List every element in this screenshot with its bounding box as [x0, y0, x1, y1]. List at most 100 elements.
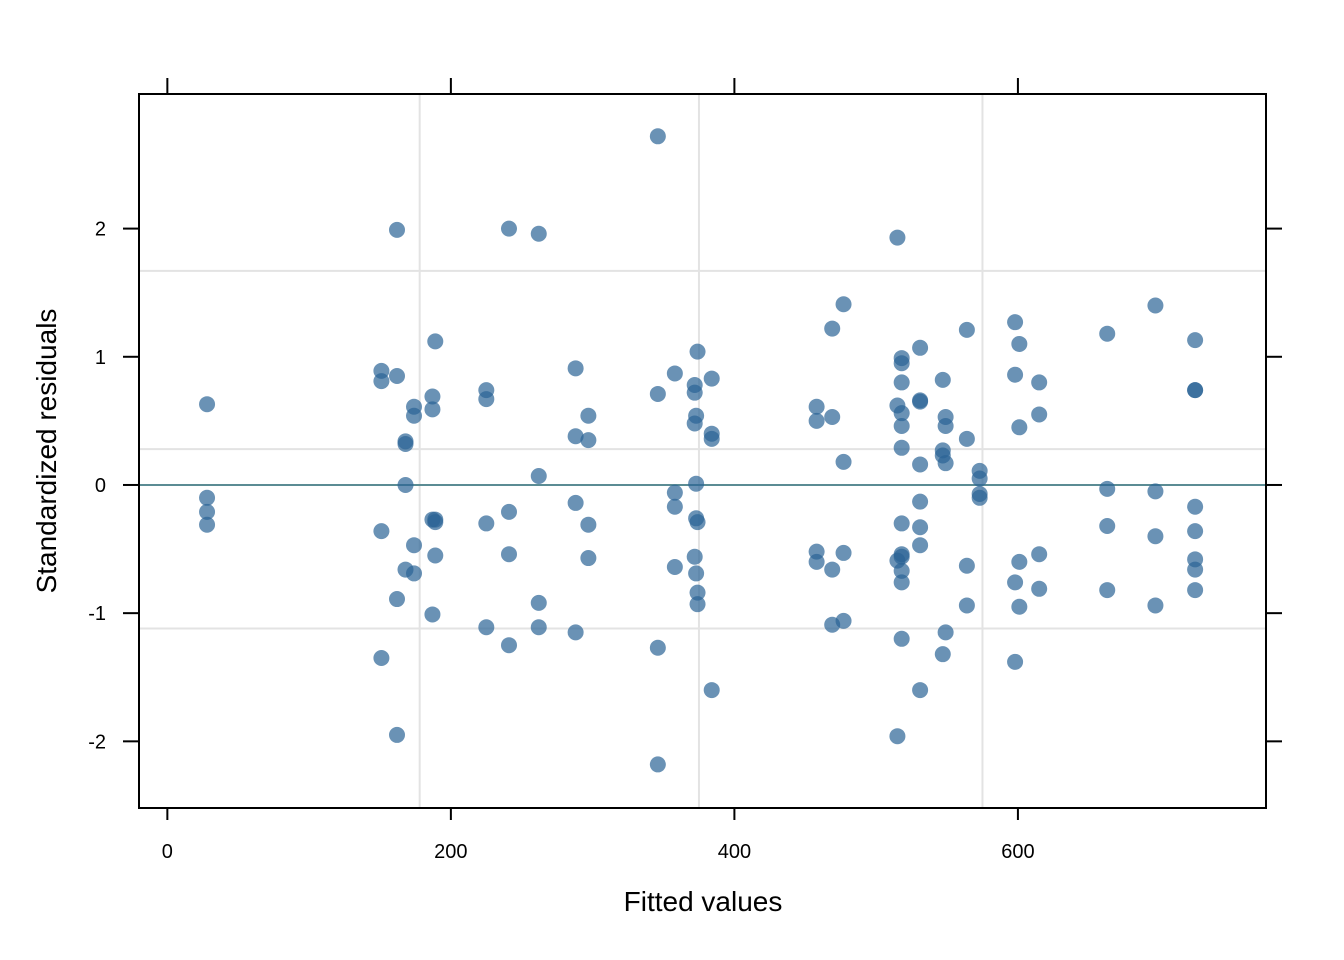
data-point: [1187, 382, 1204, 399]
data-point: [199, 489, 216, 506]
data-point: [1147, 528, 1164, 545]
data-point: [649, 128, 666, 145]
data-point: [824, 409, 841, 426]
data-point: [500, 637, 517, 654]
data-point: [958, 557, 975, 574]
data-point: [686, 548, 703, 565]
data-point: [406, 407, 423, 424]
data-point: [912, 393, 929, 410]
data-point: [958, 430, 975, 447]
data-point: [1187, 582, 1204, 599]
data-point: [1011, 553, 1028, 570]
data-point: [406, 537, 423, 554]
data-point: [1099, 582, 1116, 599]
x-tick-label: 400: [718, 841, 751, 863]
data-point: [912, 456, 929, 473]
y-tick-label: -2: [88, 731, 106, 753]
data-point: [478, 515, 495, 532]
data-point: [835, 612, 852, 629]
data-point: [688, 407, 705, 424]
data-point: [889, 229, 906, 246]
data-point: [530, 225, 547, 242]
data-point: [397, 435, 414, 452]
data-point: [397, 476, 414, 493]
data-point: [1099, 517, 1116, 534]
data-point: [567, 624, 584, 641]
data-point: [1187, 498, 1204, 515]
data-point: [912, 682, 929, 699]
data-point: [912, 493, 929, 510]
data-point: [1147, 297, 1164, 314]
data-point: [666, 365, 683, 382]
data-point: [1187, 523, 1204, 540]
y-tick-label: 2: [95, 219, 106, 241]
data-point: [424, 401, 441, 418]
data-point: [649, 756, 666, 773]
y-tick-label: 0: [95, 475, 106, 497]
data-point: [500, 546, 517, 563]
data-point: [912, 519, 929, 536]
data-point: [1147, 597, 1164, 614]
data-point: [389, 726, 406, 743]
data-point: [478, 391, 495, 408]
data-point: [500, 220, 517, 237]
data-point: [912, 339, 929, 356]
data-point: [688, 565, 705, 582]
data-point: [478, 619, 495, 636]
data-point: [666, 498, 683, 515]
data-point: [689, 596, 706, 613]
data-point: [893, 562, 910, 579]
data-point: [666, 559, 683, 576]
data-point: [530, 594, 547, 611]
data-point: [500, 503, 517, 520]
data-point: [703, 370, 720, 387]
y-tick-label: 1: [95, 347, 106, 369]
data-point: [427, 547, 444, 564]
data-point: [1031, 374, 1048, 391]
data-point: [406, 565, 423, 582]
data-point: [971, 470, 988, 487]
data-point: [666, 484, 683, 501]
data-point: [889, 728, 906, 745]
data-point: [893, 405, 910, 422]
data-point: [373, 650, 390, 667]
data-point: [649, 639, 666, 656]
data-point: [1031, 580, 1048, 597]
data-point: [824, 561, 841, 578]
data-point: [1011, 598, 1028, 615]
data-point: [199, 396, 216, 413]
data-point: [893, 515, 910, 532]
grid-lines: [139, 94, 1266, 808]
data-point: [1011, 419, 1028, 436]
data-point: [580, 550, 597, 567]
data-point: [427, 333, 444, 350]
data-point: [530, 467, 547, 484]
data-point: [824, 320, 841, 337]
x-tick-label: 600: [1001, 841, 1034, 863]
data-point: [580, 407, 597, 424]
data-point: [686, 384, 703, 401]
data-point: [199, 516, 216, 533]
data-point: [373, 373, 390, 390]
data-point: [893, 439, 910, 456]
data-point: [389, 591, 406, 608]
data-point: [424, 606, 441, 623]
data-point: [934, 371, 951, 388]
data-point: [958, 597, 975, 614]
data-point: [567, 428, 584, 445]
data-point: [567, 360, 584, 377]
data-point: [958, 321, 975, 338]
data-point: [1099, 480, 1116, 497]
data-point: [580, 432, 597, 449]
data-point: [912, 537, 929, 554]
data-point: [688, 475, 705, 492]
data-point: [835, 296, 852, 313]
data-point: [893, 355, 910, 372]
data-point: [703, 430, 720, 447]
data-point: [971, 489, 988, 506]
data-point: [1007, 366, 1024, 383]
x-tick-label: 200: [434, 841, 467, 863]
data-point: [689, 343, 706, 360]
data-point: [1007, 314, 1024, 331]
